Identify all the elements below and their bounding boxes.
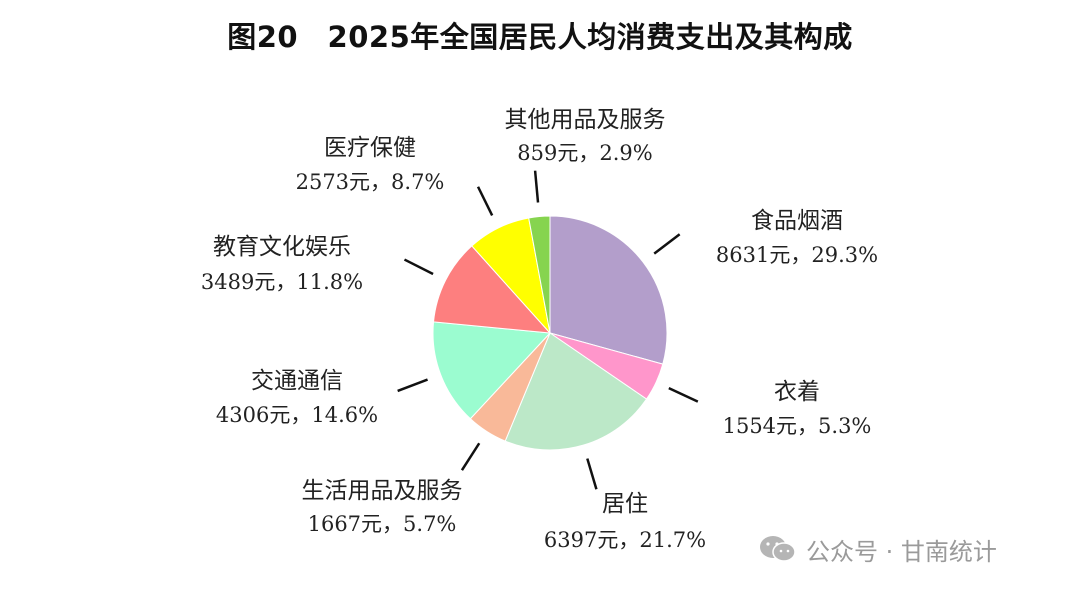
leader-line [397, 378, 429, 393]
pie-slice [432, 321, 552, 420]
chart-title: 图20 2025年全国居民人均消费支出及其构成 [227, 20, 853, 54]
leader-line [668, 387, 699, 403]
pie-slice [549, 215, 668, 365]
leader-lines [397, 170, 699, 490]
leader-line [460, 442, 481, 471]
watermark: 公众号 · 甘南统计 [758, 532, 997, 566]
slice-value-label: 859元，2.9% [517, 141, 652, 165]
slice-name-label: 生活用品及服务 [302, 478, 463, 504]
leader-line [586, 458, 598, 490]
slice-name-label: 医疗保健 [324, 135, 416, 161]
slice-value-label: 3489元，11.8% [201, 270, 363, 294]
watermark-text: 公众号 · 甘南统计 [806, 537, 997, 566]
slice-value-label: 6397元，21.7% [544, 528, 706, 552]
slice-value-label: 2573元，8.7% [296, 170, 445, 194]
slice-labels: 食品烟酒 8631元，29.3% 衣着 1554元，5.3% 居住 6397元，21.7%… [201, 107, 878, 552]
slice-name-label: 衣着 [774, 379, 820, 405]
wechat-icon [760, 536, 796, 562]
slice-value-label: 1667元，5.7% [308, 512, 457, 536]
leader-line [403, 258, 434, 276]
slice-value-label: 4306元，14.6% [216, 403, 378, 427]
slice-name-label: 其他用品及服务 [505, 107, 666, 133]
slice-name-label: 交通通信 [251, 368, 343, 394]
slice-value-label: 8631元，29.3% [716, 243, 878, 267]
pie-slice [432, 245, 552, 334]
pie-slice [504, 332, 648, 451]
slice-value-label: 1554元，5.3% [723, 414, 872, 438]
leader-line [533, 170, 540, 203]
slice-name-label: 食品烟酒 [751, 208, 843, 234]
pie-slice [528, 215, 551, 334]
leader-line [476, 186, 494, 217]
slice-name-label: 教育文化娱乐 [213, 234, 351, 260]
slice-name-label: 居住 [602, 491, 648, 517]
leader-line [653, 233, 681, 255]
pie-slices [432, 215, 668, 451]
